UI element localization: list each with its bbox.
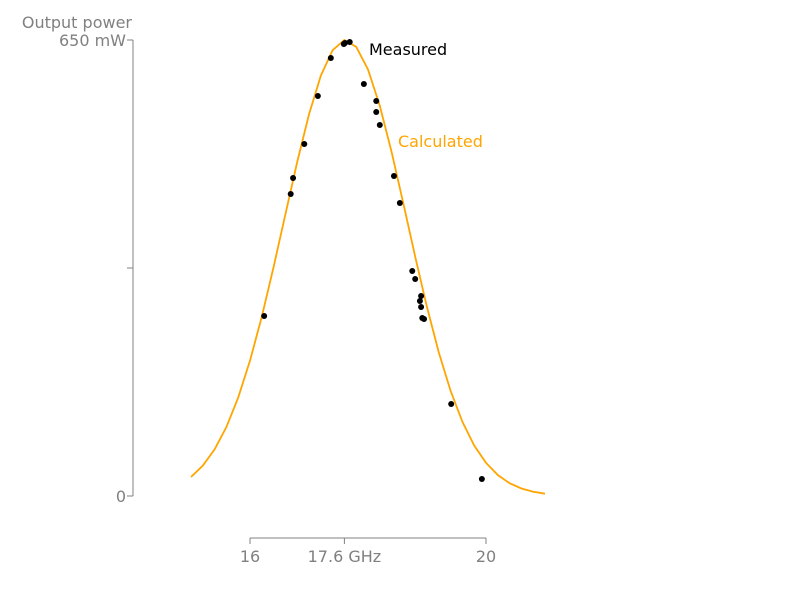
y-axis-label: Output power: [22, 13, 133, 32]
measured-point: [373, 98, 380, 105]
y-tick-label: 0: [116, 487, 126, 506]
measured-point: [478, 476, 485, 483]
series-label: Calculated: [398, 132, 483, 151]
measured-point: [390, 173, 397, 180]
measured-point: [396, 200, 403, 207]
measured-point: [314, 92, 321, 99]
measured-point: [373, 108, 380, 115]
measured-point: [412, 276, 419, 283]
measured-point: [418, 292, 425, 299]
measured-point: [376, 122, 383, 129]
y-tick-label: 650 mW: [59, 31, 126, 50]
x-tick-label: 17.6 GHz: [308, 547, 382, 566]
measured-point: [301, 141, 308, 148]
measured-point: [421, 316, 428, 323]
measured-point: [418, 304, 425, 311]
calculated-line: [190, 38, 546, 495]
measured-point: [448, 401, 455, 408]
measured-point: [409, 268, 416, 275]
measured-point: [327, 55, 334, 62]
x-tick-label: 20: [476, 547, 496, 566]
measured-point: [360, 80, 367, 87]
measured-point: [416, 297, 423, 304]
measured-point: [346, 39, 353, 46]
measured-point: [341, 40, 348, 47]
x-tick-label: 16: [240, 547, 260, 566]
measured-point: [287, 190, 294, 197]
series-label: Measured: [369, 40, 447, 59]
measured-point: [290, 174, 297, 181]
measured-point: [261, 312, 268, 319]
